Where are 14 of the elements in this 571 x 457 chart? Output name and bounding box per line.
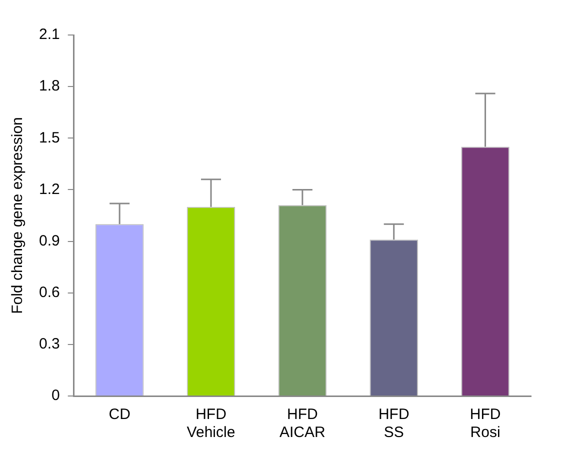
y-tick-label: 1.8 <box>38 78 60 95</box>
x-tick-label: CD <box>108 406 131 424</box>
y-axis-title: Fold change gene expression <box>9 117 26 314</box>
x-tick-label: HFD AICAR <box>280 406 326 442</box>
y-tick-label: 0.9 <box>38 232 60 250</box>
x-tick-label: HFD SS <box>378 406 410 442</box>
y-tick-label: 0.6 <box>38 284 60 301</box>
x-tick-label: HFD Rosi <box>470 406 501 442</box>
y-tick-label: 2.1 <box>38 26 60 44</box>
x-tick-label: HFD Vehicle <box>186 406 236 442</box>
y-tick-label: 0.3 <box>38 336 60 353</box>
y-tick-label: 0 <box>52 387 60 404</box>
y-tick-label: 1.2 <box>38 180 60 198</box>
y-tick-label: 1.5 <box>38 129 60 146</box>
